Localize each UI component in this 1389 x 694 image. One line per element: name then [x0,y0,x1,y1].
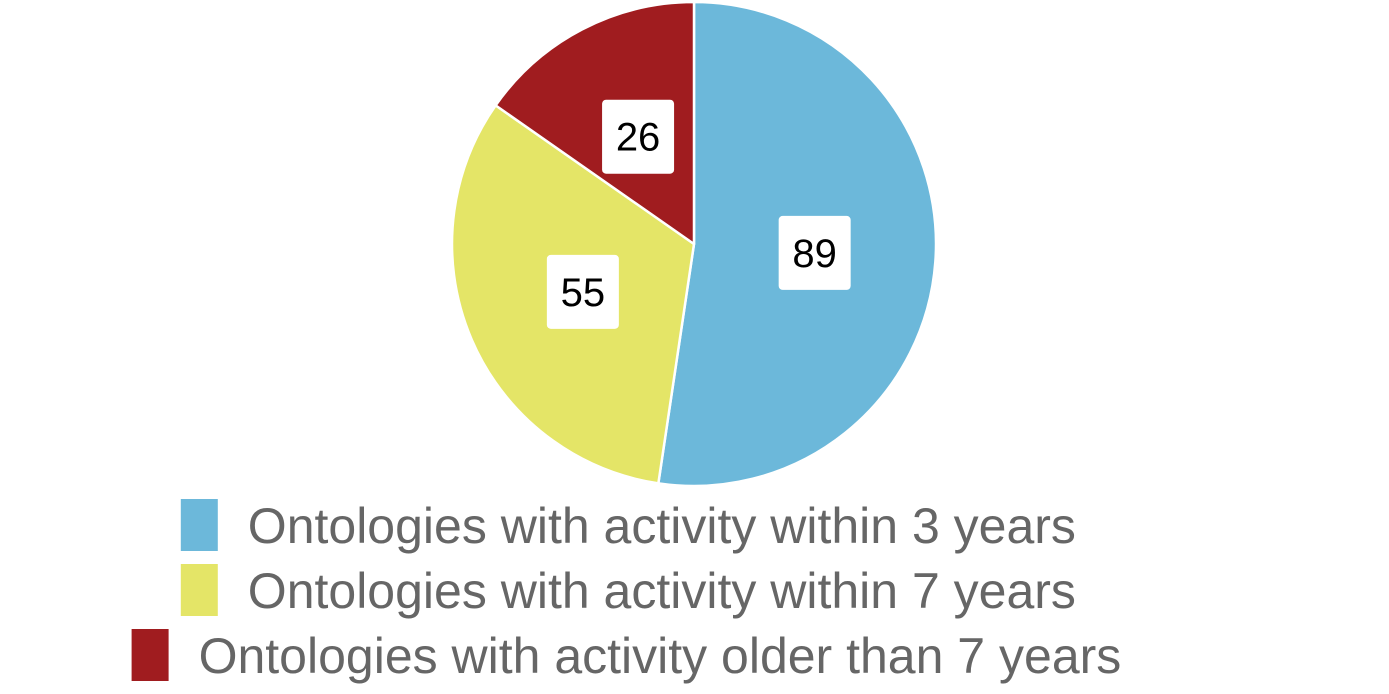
data-label-1: 89 [778,215,851,290]
legend-swatch [180,499,218,551]
pie-slice-3 [494,0,696,246]
legend-item-2: Ontologies with activity within 7 years [180,563,1076,619]
data-label-box [546,254,619,329]
legend-label: Ontologies with activity older than 7 ye… [199,628,1122,684]
data-label-box [602,99,675,174]
legend-item-3: Ontologies with activity older than 7 ye… [131,628,1122,684]
legend-swatch [131,629,169,681]
data-label-3: 26 [602,99,675,174]
data-label-value: 55 [561,271,606,315]
data-label-value: 89 [792,232,837,276]
data-label-value: 26 [616,116,661,160]
legend-swatch [180,564,218,616]
legend-item-1: Ontologies with activity within 3 years [180,498,1076,554]
data-label-2: 55 [546,254,619,329]
legend: Ontologies with activity within 3 years O… [131,498,1122,684]
pie-slices [450,0,938,488]
legend-label: Ontologies with activity within 7 years [248,563,1076,619]
data-labels: 89 55 26 [546,99,851,329]
data-label-box [778,215,851,290]
legend-label: Ontologies with activity within 3 years [248,498,1076,554]
